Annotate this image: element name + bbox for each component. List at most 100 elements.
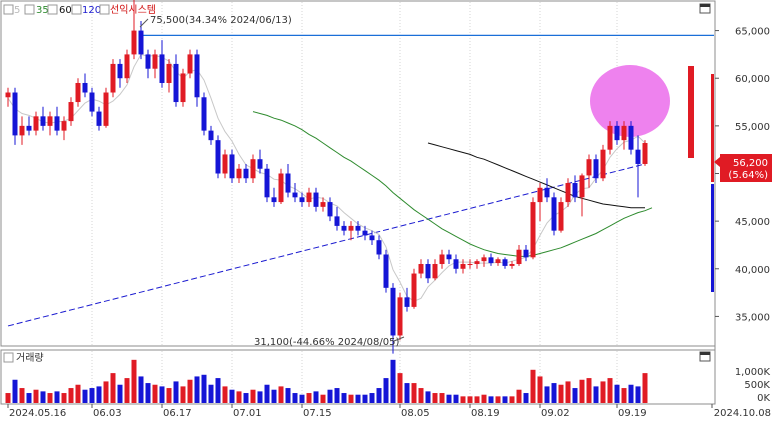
- volume-bar: [495, 396, 501, 403]
- ma5-line: [7, 53, 646, 302]
- volume-bar: [628, 384, 634, 403]
- candle-body: [467, 264, 473, 266]
- volume-bar: [138, 376, 144, 403]
- candle-body: [446, 254, 452, 260]
- volume-bar: [82, 389, 88, 403]
- candle-body: [285, 173, 291, 193]
- volume-y-axis: 1,000K 500K 0K: [735, 367, 771, 404]
- volume-bar: [320, 394, 326, 403]
- volume-panel-maximize-button[interactable]: [699, 351, 711, 362]
- current-price-change: (5.64%): [728, 170, 768, 181]
- volume-bar: [26, 393, 32, 403]
- volume-bar: [159, 386, 165, 403]
- x-tick-label: 09.02: [541, 408, 570, 419]
- volume-bar: [586, 378, 592, 403]
- volume-bar: [432, 393, 438, 403]
- candle-body: [355, 225, 361, 231]
- volume-bar: [509, 396, 515, 403]
- candle-body: [257, 159, 263, 169]
- volume-bar: [180, 386, 186, 403]
- candle-body: [474, 261, 480, 265]
- volume-bar: [439, 393, 445, 403]
- volume-bar: [40, 391, 46, 403]
- volume-bar: [271, 389, 277, 403]
- volume-bar: [565, 381, 571, 403]
- legend-ma60-label: 60: [59, 5, 72, 16]
- volume-bar: [369, 393, 375, 403]
- volume-bar: [579, 379, 585, 403]
- volume-bar: [152, 384, 158, 403]
- candle-body: [159, 54, 165, 83]
- volume-bar: [257, 391, 263, 403]
- y-tick-label: 65,000: [735, 27, 770, 38]
- volume-bar: [453, 394, 459, 403]
- right-red-bar-top: [688, 66, 694, 158]
- x-tick-label: 2024.10.08: [714, 408, 771, 419]
- volume-legend-swatch: [3, 352, 14, 363]
- y-tick-label: 45,000: [735, 217, 770, 228]
- high-annotation-label: 75,500(34.34% 2024/06/13): [150, 15, 292, 26]
- volume-bar: [635, 386, 641, 403]
- candle-body: [299, 197, 305, 203]
- candle-body: [397, 297, 403, 336]
- volume-bar: [145, 383, 151, 403]
- candle-body: [208, 130, 214, 141]
- candle-body: [565, 183, 571, 203]
- candle-body: [131, 30, 137, 55]
- y-tick-label: 40,000: [735, 265, 770, 276]
- candle-body: [537, 187, 543, 203]
- candle-body: [572, 183, 578, 198]
- candle-body: [334, 216, 340, 226]
- volume-bar: [341, 393, 347, 403]
- candle-body: [110, 63, 116, 93]
- volume-bar: [103, 381, 109, 403]
- y-tick-label: 35,000: [735, 312, 770, 323]
- candle-body: [418, 264, 424, 274]
- candle-body: [460, 264, 466, 269]
- candle-body: [530, 202, 536, 258]
- ma120-line: [7, 163, 646, 327]
- candle-body: [558, 202, 564, 231]
- candle-body: [194, 54, 200, 98]
- volume-bar: [285, 388, 291, 403]
- candle-body: [593, 159, 599, 179]
- volume-bar: [467, 396, 473, 403]
- volume-bar: [96, 386, 102, 403]
- price-panel-maximize-button[interactable]: [699, 3, 711, 14]
- volume-bar: [215, 378, 221, 403]
- candle-body: [145, 54, 151, 69]
- volume-bar: [390, 359, 396, 403]
- right-red-bar-side: [711, 74, 714, 182]
- volume-bar: [474, 396, 480, 403]
- low-annotation: 31,100(-44.66% 2024/08/05): [254, 336, 405, 348]
- volume-bar: [523, 393, 529, 403]
- vertical-gridlines: [91, 2, 618, 403]
- current-price-box: 56,200 (5.64%): [714, 154, 772, 182]
- candle-body: [509, 264, 515, 266]
- candle-body: [614, 125, 620, 141]
- volume-bar: [397, 373, 403, 403]
- volume-tick-0k: 0K: [757, 393, 770, 404]
- volume-bar: [425, 391, 431, 403]
- candle-body: [292, 192, 298, 198]
- volume-bar: [68, 388, 74, 403]
- current-price-bg: [720, 154, 772, 182]
- candle-body: [432, 264, 438, 279]
- volume-bar: [551, 383, 557, 403]
- candle-body: [579, 175, 585, 198]
- candle-body: [642, 143, 648, 164]
- candle-body: [628, 125, 634, 150]
- candle-body: [607, 125, 613, 150]
- volume-bar: [54, 391, 60, 403]
- candle-body: [383, 254, 389, 288]
- candle-body: [243, 168, 249, 179]
- candle-body: [369, 235, 375, 241]
- volume-bar: [355, 394, 361, 403]
- candle-body: [411, 273, 417, 307]
- volume-bar: [313, 391, 319, 403]
- candle-body: [264, 168, 270, 198]
- volume-bar: [537, 376, 543, 403]
- volume-bar: [47, 393, 53, 403]
- candle-body: [19, 125, 25, 136]
- ma35-line: [252, 111, 653, 257]
